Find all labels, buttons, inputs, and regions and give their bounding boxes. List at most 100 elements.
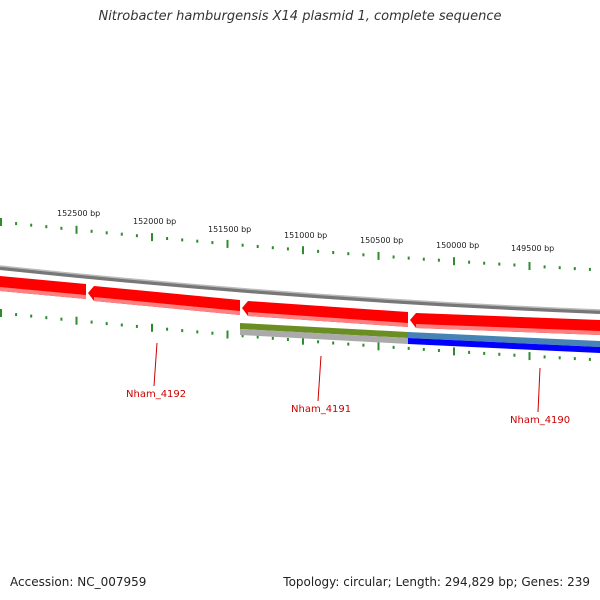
major-tick [528,352,531,361]
minor-tick [498,352,501,356]
minor-tick [332,341,335,345]
minor-tick [120,232,123,236]
minor-tick [422,257,425,261]
minor-tick [45,225,48,229]
minor-tick [60,317,63,321]
backbone-track [0,266,600,314]
minor-tick [241,243,244,247]
scale-label: 149500 bp [511,244,554,253]
minor-tick [347,342,350,346]
major-tick [0,218,2,226]
scale-label: 151500 bp [208,225,251,234]
minor-tick [483,351,486,355]
minor-tick [211,331,214,335]
outer-tick-ring [0,218,591,271]
accession-text: Accession: NC_007959 [10,575,147,589]
label-leader-line [537,367,541,413]
minor-tick [196,330,199,334]
minor-tick [317,249,320,253]
major-tick [226,239,229,248]
minor-tick [513,353,516,357]
minor-tick [45,316,48,320]
minor-tick [468,260,471,264]
major-tick [528,262,531,270]
minor-tick [483,261,486,265]
minor-tick [543,355,546,359]
gc-content-track [240,323,408,338]
minor-tick [468,350,471,354]
gc-content-track-low [240,329,408,344]
gene-label[interactable]: Nham_4191 [291,404,351,415]
major-tick [302,336,304,345]
map-title: Nitrobacter hamburgensis X14 plasmid 1, … [98,9,502,24]
minor-tick [90,320,93,324]
major-tick [151,233,153,242]
minor-tick [105,231,108,235]
major-tick [453,347,455,356]
minor-tick [437,258,440,262]
minor-tick [407,346,410,350]
gene-track [0,276,600,335]
minor-tick [407,256,410,260]
gene-arrow-shade [416,324,600,335]
gc-skew-track-low [408,338,600,353]
major-tick [377,251,380,260]
major-tick [0,309,2,317]
gene-label[interactable]: Nham_4192 [126,389,186,400]
minor-tick [317,340,320,344]
minor-tick [588,267,591,271]
minor-tick [286,338,289,341]
minor-tick [422,347,425,351]
minor-tick [256,245,259,248]
label-leader-line [153,342,158,387]
major-tick [453,257,455,266]
topology-summary: Topology: circular; Length: 294,829 bp; … [283,575,590,589]
major-tick [226,330,229,339]
minor-tick [588,357,591,361]
major-tick [151,323,153,332]
minor-tick [256,335,259,339]
minor-tick [271,246,274,250]
gene-arrow-shade [248,312,408,327]
minor-tick [30,223,33,227]
minor-tick [543,265,546,269]
scale-label: 152000 bp [133,217,176,226]
minor-tick [362,343,365,347]
backbone-highlight [0,265,600,311]
major-tick [75,316,78,325]
minor-tick [241,334,244,338]
major-tick [302,246,304,255]
minor-tick [392,255,395,259]
scale-label: 150500 bp [360,236,403,245]
minor-tick [558,356,561,360]
minor-tick [513,263,516,267]
minor-tick [437,349,440,352]
minor-tick [135,234,138,238]
minor-tick [60,226,63,230]
minor-tick [362,253,365,257]
minor-tick [15,222,18,226]
gene-label[interactable]: Nham_4190 [510,415,570,426]
inner-tick-ring [0,309,591,361]
gc-skew-track [408,332,600,347]
scale-label: 150000 bp [436,241,479,250]
minor-tick [271,336,274,340]
minor-tick [15,313,18,317]
minor-tick [196,239,199,243]
minor-tick [30,314,33,318]
minor-tick [90,229,93,233]
scale-label: 152500 bp [57,209,100,218]
scale-label: 151000 bp [284,231,327,240]
minor-tick [558,266,561,270]
gene-arrow-shade [94,297,240,315]
minor-tick [135,324,138,328]
minor-tick [181,238,184,242]
minor-tick [573,267,576,271]
minor-tick [573,357,576,361]
gene-arrow-shade [0,287,86,299]
label-leader-line [317,355,322,402]
major-tick [75,225,78,234]
minor-tick [166,237,169,240]
minor-tick [498,262,501,266]
